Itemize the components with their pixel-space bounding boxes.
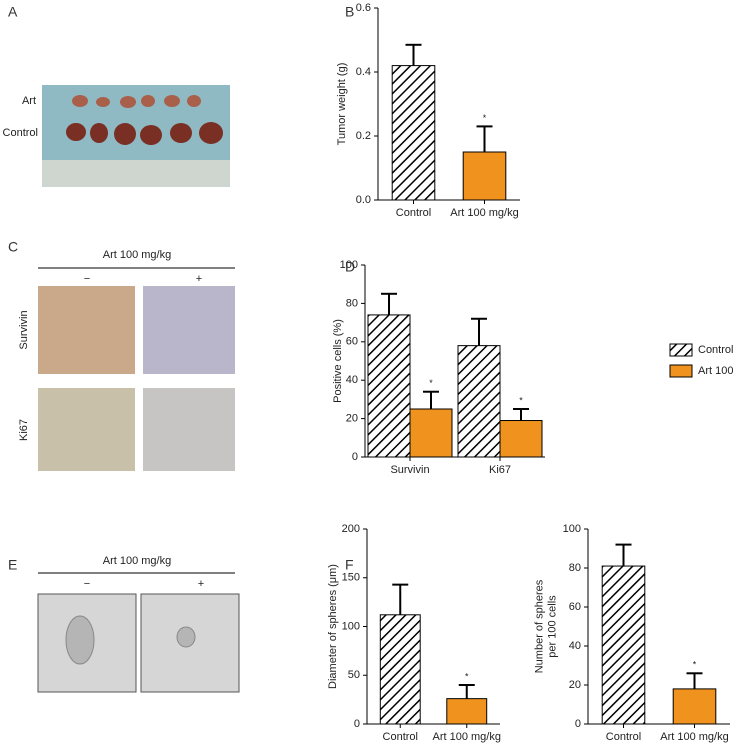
y-tick-label: 0	[352, 451, 358, 463]
bar	[367, 314, 411, 458]
x-tick-label: Art 100 mg/kg	[433, 731, 501, 743]
row-label: Ki67	[18, 419, 30, 441]
y-tick-label: 60	[569, 601, 581, 613]
panel-label: D	[345, 259, 355, 275]
treatment-label: Art 100 mg/kg	[103, 555, 171, 567]
tumor-photo	[42, 85, 230, 187]
x-tick-label: Survivin	[390, 464, 429, 476]
y-tick-label: 100	[563, 523, 581, 535]
y-tick-label: 80	[346, 297, 358, 309]
legend-label: Control	[698, 344, 733, 356]
x-tick-label: Control	[606, 731, 641, 743]
y-tick-label: 100	[342, 620, 360, 632]
legend-swatch	[669, 364, 693, 378]
y-tick-label: 40	[346, 374, 358, 386]
y-tick-label: 0.6	[356, 2, 371, 14]
x-tick-label: Control	[396, 207, 431, 219]
y-tick-label: 20	[569, 679, 581, 691]
y-tick-label: 50	[348, 669, 360, 681]
x-tick-label: Control	[383, 731, 418, 743]
panel-label: E	[8, 557, 17, 573]
x-tick-label: Ki67	[489, 464, 511, 476]
y-tick-label: 0.2	[356, 130, 371, 142]
y-tick-label: 200	[342, 523, 360, 535]
column-label: −	[84, 578, 90, 590]
y-axis-label: Positive cells (%)	[332, 319, 344, 403]
bar	[457, 345, 501, 458]
bar	[462, 151, 507, 201]
y-tick-label: 40	[569, 640, 581, 652]
y-tick-label: 0	[575, 718, 581, 730]
bar	[391, 65, 436, 201]
y-tick-label: 100	[340, 259, 358, 271]
legend-label: Art 100 mg/kg	[698, 365, 736, 377]
row-label: Art	[22, 95, 36, 107]
y-axis-label: Diameter of spheres (μm)	[327, 564, 339, 689]
y-tick-label: 150	[342, 572, 360, 584]
bar	[672, 688, 717, 725]
x-tick-label: Art 100 mg/kg	[450, 207, 518, 219]
y-tick-label: 20	[346, 413, 358, 425]
row-label: Control	[3, 127, 38, 139]
y-axis-label: Number of spheres	[533, 579, 545, 673]
panel-label: A	[8, 4, 18, 20]
x-tick-label: Art 100 mg/kg	[660, 731, 728, 743]
y-tick-label: 0	[354, 718, 360, 730]
sphere-images	[37, 593, 240, 693]
treatment-label: Art 100 mg/kg	[103, 249, 171, 261]
y-axis-label: Tumor weight (g)	[336, 63, 348, 146]
bar	[601, 565, 646, 725]
y-tick-label: 0.4	[356, 66, 371, 78]
significance-mark: *	[483, 113, 487, 123]
significance-mark: *	[693, 660, 697, 670]
bar	[446, 698, 488, 725]
ihc-images	[38, 286, 235, 471]
column-label: +	[198, 578, 204, 590]
column-label: −	[84, 273, 90, 285]
panel-label: F	[345, 557, 354, 573]
legend-swatch	[669, 343, 693, 357]
y-tick-label: 60	[346, 336, 358, 348]
bar	[409, 408, 453, 458]
significance-mark: *	[465, 671, 469, 681]
panel-label: C	[8, 239, 18, 255]
column-label: +	[196, 273, 202, 285]
row-label: Survivin	[18, 310, 30, 349]
bar	[499, 420, 543, 458]
significance-mark: *	[429, 378, 433, 388]
y-tick-label: 0.0	[356, 194, 371, 206]
y-tick-label: 80	[569, 562, 581, 574]
bar	[379, 614, 421, 725]
panel-label: B	[345, 4, 354, 20]
y-axis-label: per 100 cells	[546, 595, 558, 658]
significance-mark: *	[519, 395, 523, 405]
